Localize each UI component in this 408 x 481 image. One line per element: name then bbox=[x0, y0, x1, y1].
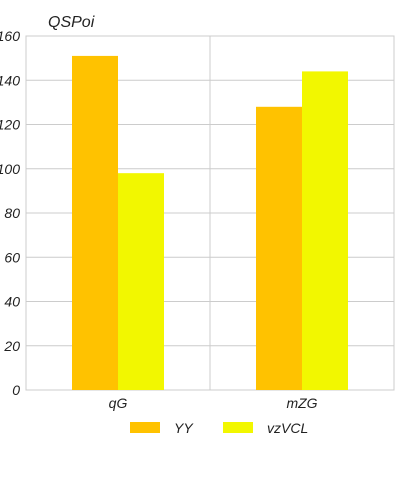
legend-swatch-vzVCL bbox=[223, 422, 253, 433]
y-tick-label: 140 bbox=[0, 72, 20, 88]
y-tick-label: 20 bbox=[3, 338, 20, 354]
bar-vzVCL-mZG bbox=[302, 71, 348, 391]
y-tick-labels: 0 20 40 60 80 100 120 140 160 bbox=[0, 28, 20, 398]
y-tick-label: 40 bbox=[4, 294, 20, 310]
y-tick-label: 120 bbox=[0, 117, 20, 133]
y-tick-label: 160 bbox=[0, 28, 20, 44]
bars bbox=[72, 55, 348, 391]
legend-label: vzVCL bbox=[267, 420, 308, 436]
bar-YY-qG bbox=[72, 55, 118, 390]
y-tick-label: 100 bbox=[0, 161, 20, 177]
legend: YY vzVCL bbox=[130, 420, 308, 436]
x-tick-label: mZG bbox=[286, 395, 317, 411]
y-tick-label: 0 bbox=[12, 382, 20, 398]
legend-label: YY bbox=[174, 420, 194, 436]
legend-swatch-YY bbox=[130, 422, 160, 433]
x-tick-label: qG bbox=[109, 395, 128, 411]
y-tick-label: 80 bbox=[4, 205, 20, 221]
x-tick-labels: qG mZG bbox=[109, 395, 318, 411]
bar-vzVCL-qG bbox=[118, 173, 164, 390]
bar-YY-mZG bbox=[256, 106, 302, 391]
y-tick-label: 60 bbox=[4, 249, 20, 265]
y-axis-label: QSPoi bbox=[48, 14, 95, 31]
